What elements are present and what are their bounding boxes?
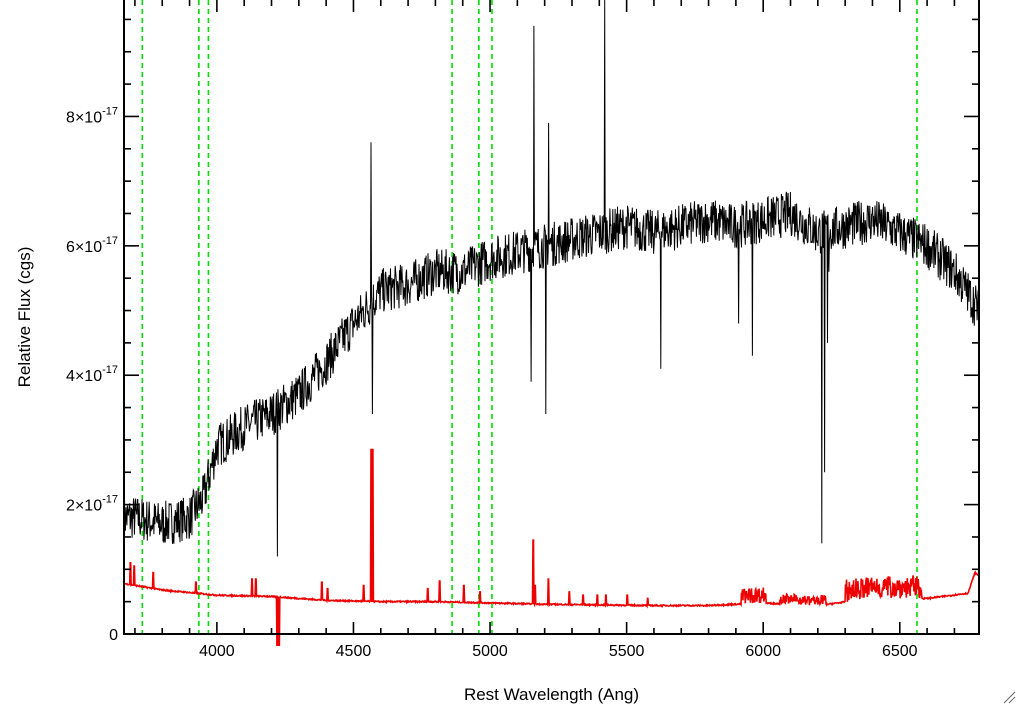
y-tick-label: 4×10-17	[66, 364, 118, 385]
plot-frame	[123, 0, 980, 635]
window-resize-grip-icon[interactable]	[1002, 690, 1016, 704]
spectrum-error-line	[124, 448, 979, 646]
y-tick-label: 2×10-17	[66, 494, 118, 515]
x-tick-label: 4500	[336, 643, 372, 660]
y-axis-title: Relative Flux (cgs)	[15, 247, 34, 388]
x-tick-label: 6000	[745, 643, 781, 660]
y-tick-label: 6×10-17	[66, 235, 118, 256]
spectrum-series	[124, 0, 979, 646]
x-tick-label: 5000	[472, 643, 508, 660]
y-tick-labels: 0 2×10-17 4×10-17 6×10-17 8×10-17	[66, 105, 118, 644]
emission-line-markers	[141, 0, 918, 634]
y-tick-label: 8×10-17	[66, 105, 118, 126]
spectrum-flux-line	[124, 0, 979, 557]
x-tick-label: 6500	[882, 643, 918, 660]
x-tick-label: 5500	[609, 643, 645, 660]
x-tick-labels: 4000 4500 5000 5500 6000 6500	[199, 643, 918, 660]
axis-ticks	[124, 0, 979, 635]
x-axis-title: Rest Wavelength (Ang)	[464, 685, 639, 704]
y-tick-label: 0	[109, 627, 118, 644]
x-tick-label: 4000	[199, 643, 235, 660]
